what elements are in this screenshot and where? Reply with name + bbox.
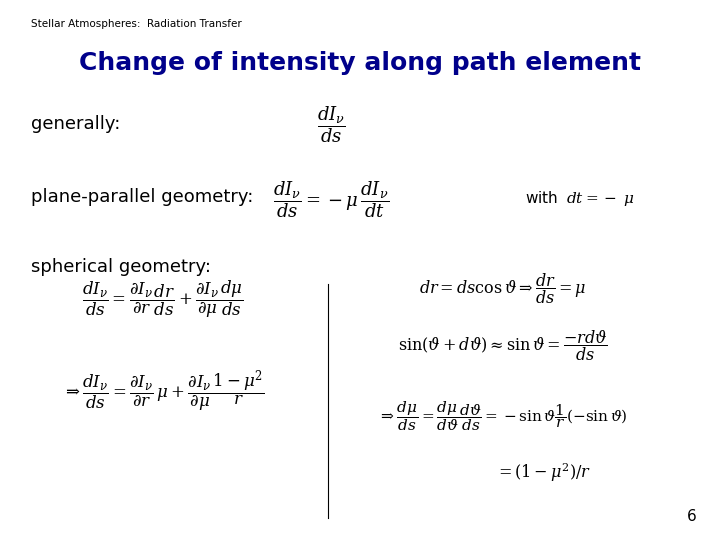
Text: $\Rightarrow \dfrac{d\mu}{ds} = \dfrac{d\mu}{d\vartheta}\dfrac{d\vartheta}{ds} =: $\Rightarrow \dfrac{d\mu}{ds} = \dfrac{d… <box>378 399 628 433</box>
Text: spherical geometry:: spherical geometry: <box>31 258 211 276</box>
Text: 6: 6 <box>687 509 696 524</box>
Text: with $\;dt = -\;\mu$: with $\;dt = -\;\mu$ <box>525 188 634 208</box>
Text: $\dfrac{dI_{\nu}}{ds} = \dfrac{\partial I_{\nu}}{\partial r}\dfrac{dr}{ds} + \df: $\dfrac{dI_{\nu}}{ds} = \dfrac{\partial … <box>82 279 244 320</box>
Text: $= (1-\mu^2)/r$: $= (1-\mu^2)/r$ <box>495 461 590 484</box>
Text: plane-parallel geometry:: plane-parallel geometry: <box>31 188 253 206</box>
Text: $dr = ds\cos\vartheta \Rightarrow \dfrac{dr}{ds} = \mu$: $dr = ds\cos\vartheta \Rightarrow \dfrac… <box>420 272 587 306</box>
Text: $\dfrac{dI_{\nu}}{ds}$: $\dfrac{dI_{\nu}}{ds}$ <box>317 104 346 145</box>
Text: $\Rightarrow \dfrac{dI_{\nu}}{ds} = \dfrac{\partial I_{\nu}}{\partial r}\,\mu + : $\Rightarrow \dfrac{dI_{\nu}}{ds} = \dfr… <box>62 368 264 415</box>
Text: Stellar Atmospheres:  Radiation Transfer: Stellar Atmospheres: Radiation Transfer <box>31 19 241 29</box>
Text: generally:: generally: <box>31 115 120 133</box>
Text: $\dfrac{dI_{\nu}}{ds} = -\mu\,\dfrac{dI_{\nu}}{dt}$: $\dfrac{dI_{\nu}}{ds} = -\mu\,\dfrac{dI_… <box>274 179 390 220</box>
Text: Change of intensity along path element: Change of intensity along path element <box>79 51 641 75</box>
Text: $\sin(\vartheta + d\vartheta) \approx \sin\vartheta = \dfrac{-rd\vartheta}{ds}$: $\sin(\vartheta + d\vartheta) \approx \s… <box>398 328 608 363</box>
